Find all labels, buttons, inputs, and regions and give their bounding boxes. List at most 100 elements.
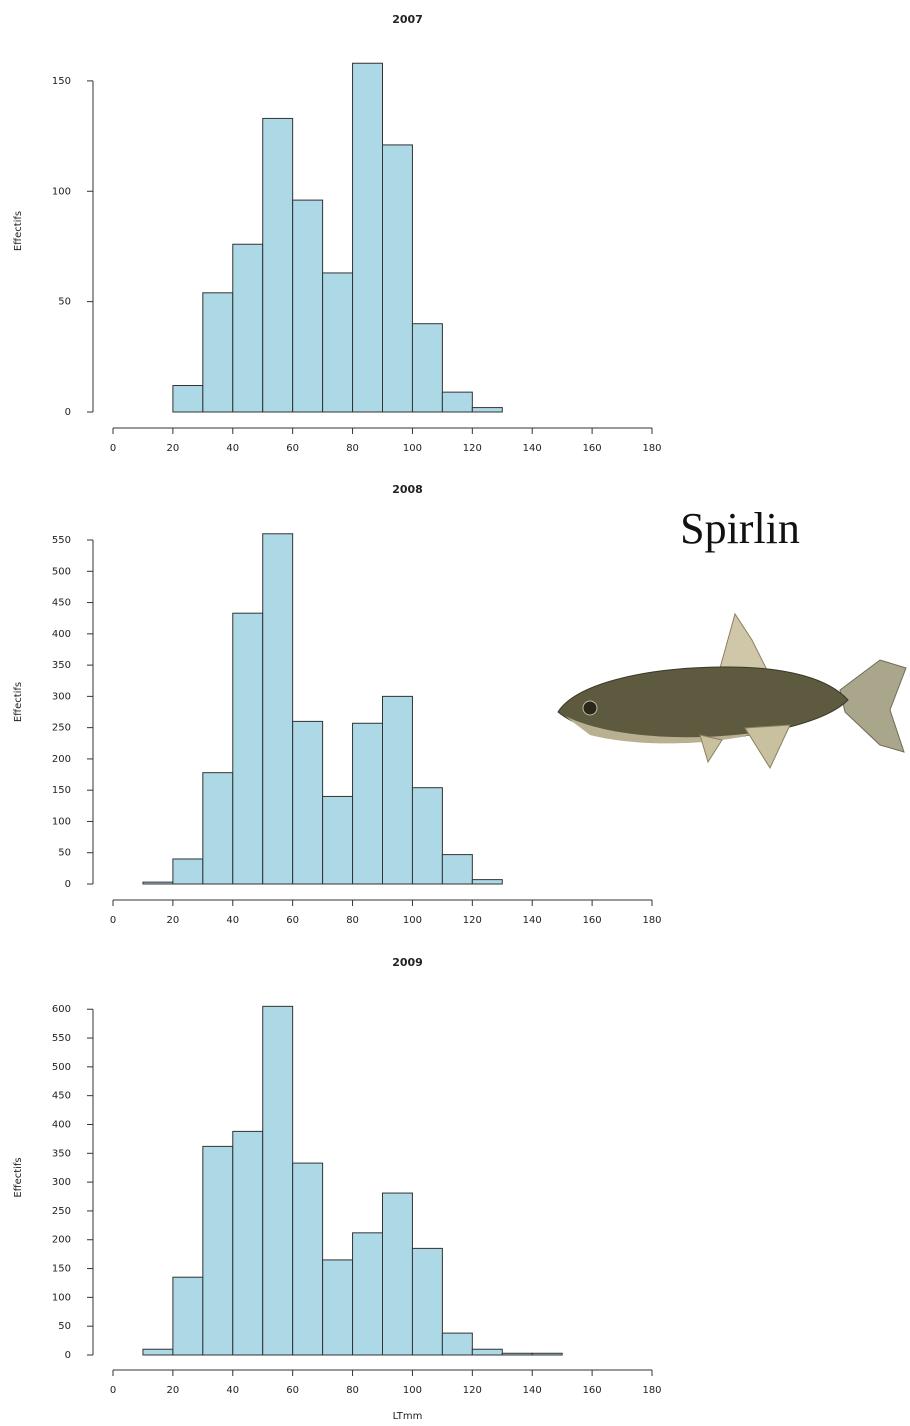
- histogram-bar: [382, 1192, 413, 1356]
- x-tick-label: 60: [286, 443, 299, 454]
- y-tick-label: 350: [52, 1148, 71, 1159]
- y-tick-label: 400: [52, 1119, 71, 1130]
- histogram-bar: [471, 879, 503, 885]
- histogram-bar: [441, 391, 473, 413]
- y-axis-label: Effectifs: [13, 1157, 24, 1197]
- x-tick-label: 120: [463, 443, 482, 454]
- y-tick-label: 100: [52, 816, 71, 827]
- x-tick-label: 60: [286, 915, 299, 926]
- y-tick-label: 500: [52, 1062, 71, 1073]
- histogram-bar: [232, 1130, 264, 1356]
- histogram-bar: [262, 533, 294, 885]
- histogram-bar: [292, 199, 324, 413]
- x-tick-label: 120: [463, 915, 482, 926]
- fish-anal-fin: [744, 724, 791, 770]
- x-tick-label: 0: [110, 443, 116, 454]
- histogram-bar: [322, 272, 354, 413]
- x-tick-label: 100: [403, 443, 422, 454]
- y-tick-label: 100: [52, 1292, 71, 1303]
- y-tick-label: 0: [65, 407, 71, 418]
- fish-dorsal-fin: [719, 612, 769, 673]
- x-tick-label: 140: [523, 915, 542, 926]
- fish-eye: [582, 700, 598, 716]
- x-tick-label: 40: [226, 1385, 239, 1396]
- y-tick-label: 600: [52, 1004, 71, 1015]
- x-tick-label: 100: [403, 915, 422, 926]
- y-tick-label: 250: [52, 723, 71, 734]
- x-tick-label: 20: [167, 915, 180, 926]
- histogram-bar: [471, 1348, 503, 1356]
- y-tick-label: 50: [58, 1321, 71, 1332]
- histogram-bar: [382, 144, 413, 413]
- y-tick-label: 550: [52, 1033, 71, 1044]
- histogram-bar: [292, 720, 324, 885]
- y-axis-label: Effectifs: [13, 211, 24, 251]
- x-tick-label: 0: [110, 915, 116, 926]
- histogram-bar: [202, 292, 234, 413]
- chart-title: 2007: [392, 13, 423, 26]
- histogram-bar: [322, 795, 354, 885]
- x-tick-label: 180: [642, 443, 661, 454]
- histogram-bar: [142, 881, 174, 885]
- histogram-bar: [262, 117, 294, 413]
- x-tick-label: 140: [523, 443, 542, 454]
- x-tick-label: 40: [226, 915, 239, 926]
- x-tick-label: 0: [110, 1385, 116, 1396]
- y-tick-label: 0: [65, 1350, 71, 1361]
- x-tick-label: 80: [346, 915, 359, 926]
- image-caption: Spirlin: [680, 504, 800, 553]
- y-tick-label: 200: [52, 754, 71, 765]
- x-tick-label: 140: [523, 1385, 542, 1396]
- fish-belly: [565, 716, 760, 744]
- x-tick-label: 160: [583, 443, 602, 454]
- histogram-bar: [501, 1352, 533, 1356]
- y-tick-label: 300: [52, 691, 71, 702]
- y-tick-label: 450: [52, 598, 71, 609]
- histogram-bar: [411, 323, 443, 413]
- histogram-bar: [411, 1247, 443, 1356]
- chart-title: 2009: [392, 956, 423, 969]
- x-tick-label: 20: [167, 1385, 180, 1396]
- y-tick-label: 150: [52, 76, 71, 87]
- histogram-bar: [471, 407, 503, 413]
- x-tick-label: 180: [642, 1385, 661, 1396]
- histogram-bar: [292, 1162, 324, 1356]
- histogram-bar: [531, 1352, 563, 1356]
- y-tick-label: 450: [52, 1091, 71, 1102]
- x-tick-label: 20: [167, 443, 180, 454]
- y-tick-label: 300: [52, 1177, 71, 1188]
- x-tick-label: 80: [346, 443, 359, 454]
- y-tick-label: 200: [52, 1235, 71, 1246]
- y-tick-label: 0: [65, 879, 71, 890]
- histogram-bar: [382, 695, 413, 885]
- histogram-bar: [172, 858, 204, 885]
- y-axis-label: Effectifs: [13, 682, 24, 722]
- x-tick-label: 160: [583, 1385, 602, 1396]
- histogram-bar: [232, 612, 264, 885]
- histogram-bar: [262, 1005, 294, 1356]
- histogram-bar: [352, 62, 383, 413]
- chart-title: 2008: [392, 483, 423, 496]
- y-tick-label: 50: [58, 848, 71, 859]
- histogram-bar: [352, 1232, 383, 1356]
- histogram-bar: [441, 1332, 473, 1356]
- x-tick-label: 80: [346, 1385, 359, 1396]
- x-tick-label: 60: [286, 1385, 299, 1396]
- histogram-bar: [441, 854, 473, 885]
- histogram-bar: [322, 1259, 354, 1356]
- fish-tail: [839, 659, 907, 753]
- histogram-bar: [232, 243, 264, 413]
- y-tick-label: 500: [52, 566, 71, 577]
- histogram-bar: [202, 1145, 234, 1356]
- fish-image: [557, 612, 907, 770]
- x-tick-label: 160: [583, 915, 602, 926]
- histogram-bar: [172, 1276, 204, 1356]
- histogram-bar: [411, 787, 443, 885]
- x-tick-label: 40: [226, 443, 239, 454]
- x-axis-label: LTmm: [393, 1411, 423, 1422]
- histogram-bar: [172, 385, 204, 413]
- histogram-bar: [142, 1348, 174, 1356]
- x-tick-label: 180: [642, 915, 661, 926]
- x-tick-label: 100: [403, 1385, 422, 1396]
